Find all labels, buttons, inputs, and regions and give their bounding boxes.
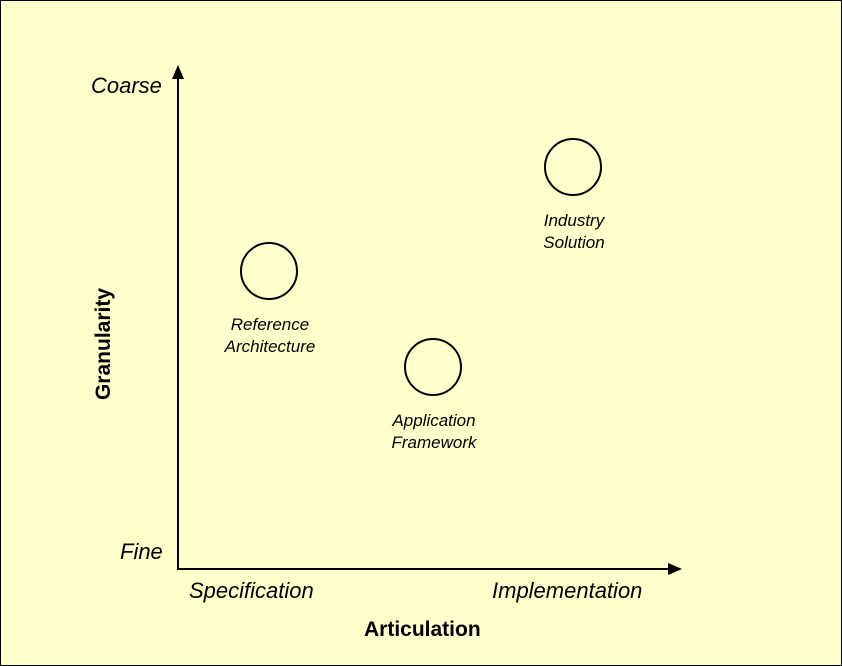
- node-label-line: Application: [392, 411, 476, 430]
- x-axis-title: Articulation: [364, 618, 481, 641]
- industry-solution-circle: [544, 138, 602, 196]
- application-framework-label: Application Framework: [391, 410, 476, 454]
- y-axis-arrowhead: [172, 65, 184, 79]
- reference-architecture-circle: [240, 242, 298, 300]
- node-label-line: Solution: [543, 233, 605, 252]
- node-label-line: Architecture: [224, 337, 316, 356]
- y-axis-title: Granularity: [92, 287, 115, 401]
- industry-solution-label: Industry Solution: [543, 210, 604, 254]
- node-label-line: Framework: [391, 433, 477, 452]
- x-axis-arrowhead: [668, 563, 682, 575]
- x-axis-left-label: Specification: [189, 578, 314, 603]
- reference-architecture-label: Reference Architecture: [225, 314, 316, 358]
- application-framework-circle: [404, 338, 462, 396]
- node-label-line: Reference: [230, 315, 310, 334]
- x-axis-right-label: Implementation: [492, 578, 643, 603]
- y-axis-bottom-label: Fine: [120, 539, 163, 564]
- y-axis-top-label: Coarse: [91, 73, 162, 98]
- node-label-line: Industry: [543, 211, 605, 230]
